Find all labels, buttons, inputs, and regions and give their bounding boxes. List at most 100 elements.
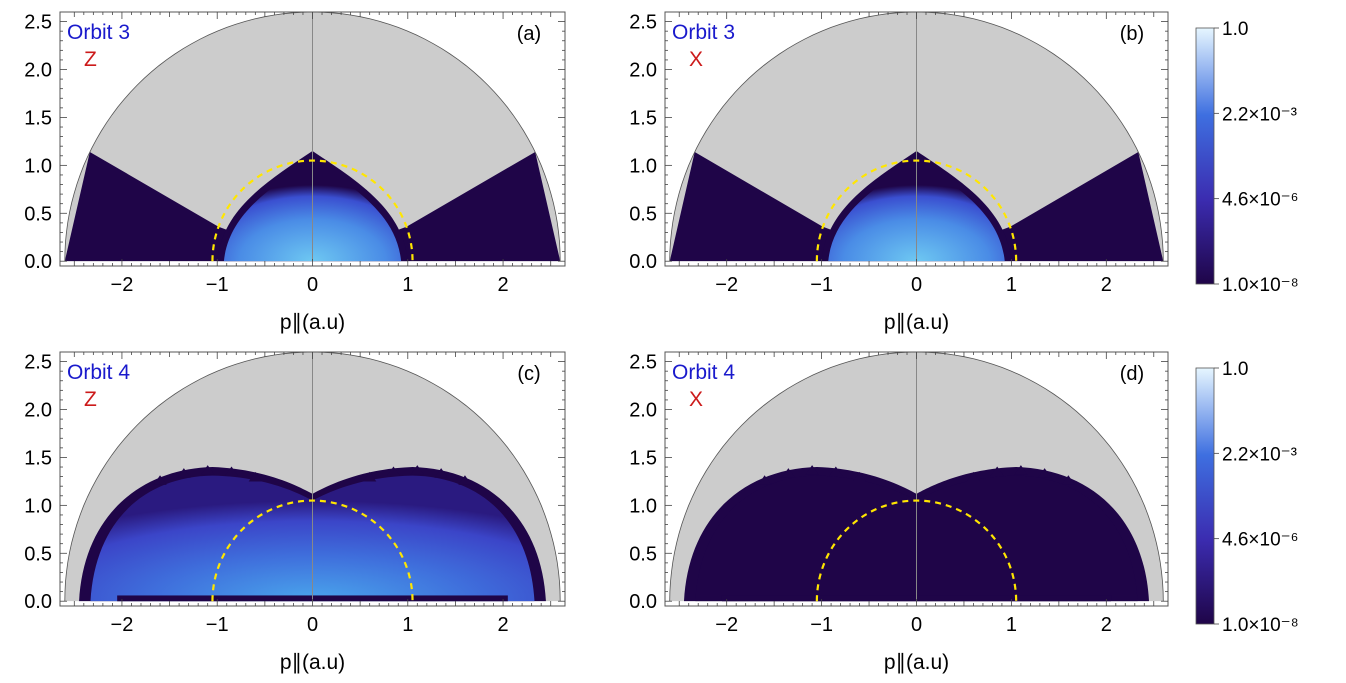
y-tick-label: 0.0 [629, 591, 657, 613]
y-tick-label: 2.5 [629, 352, 657, 374]
reference-circle [815, 499, 1018, 602]
x-tick-label: −1 [206, 274, 229, 296]
y-tick-label: 1.5 [629, 107, 657, 129]
y-tick-label: 1.0 [24, 495, 52, 517]
y-tick-label: 1.0 [24, 155, 52, 177]
x-axis-label: p∥(a.u) [280, 311, 345, 334]
jag-mark [1037, 468, 1052, 478]
y-tick-label: 1.0 [629, 495, 657, 517]
polarization-label: X [689, 388, 703, 411]
jag-mark [805, 465, 819, 475]
orbit-label: Orbit 4 [67, 361, 130, 384]
x-tick-label: −1 [206, 614, 229, 636]
colorbar-label: 1.0 [1222, 19, 1248, 40]
x-tick-label: −2 [715, 614, 738, 636]
x-axis-label: p∥(a.u) [884, 311, 949, 334]
colorbar-gradient [1195, 27, 1215, 285]
dark-wedge-left [669, 151, 917, 262]
x-axis-label: p∥(a.u) [884, 651, 949, 674]
x-tick-label: 2 [498, 614, 509, 636]
y-tick-label: 1.5 [24, 107, 52, 129]
colorbar-label: 4.6×10⁻⁶ [1222, 190, 1299, 211]
y-tick-label: 2.5 [24, 352, 52, 374]
x-tick-label: 0 [911, 274, 922, 296]
x-tick-label: 1 [1006, 614, 1017, 636]
x-tick-label: 0 [307, 274, 318, 296]
x-tick-label: 1 [402, 614, 413, 636]
orbit-label: Orbit 4 [672, 361, 735, 384]
jag-mark [781, 468, 796, 478]
x-tick-label: −2 [111, 274, 134, 296]
dark-wedge-right [312, 151, 561, 262]
y-tick-label: 2.5 [24, 12, 52, 34]
jag-mark [153, 475, 167, 485]
orbit-label: Orbit 3 [67, 21, 130, 44]
dark-wedge-left [64, 151, 313, 262]
jag-mark [248, 471, 262, 482]
colorbar-label: 4.6×10⁻⁶ [1222, 530, 1299, 551]
x-tick-label: 2 [1101, 614, 1112, 636]
jag-mark [829, 466, 843, 477]
panel-tag: (b) [1120, 23, 1144, 45]
x-axis-label: p∥(a.u) [280, 651, 345, 674]
polarization-label: Z [84, 48, 97, 71]
y-tick-label: 0.5 [24, 543, 52, 565]
colorbar-label: 2.2×10⁻³ [1222, 104, 1297, 125]
x-tick-label: −2 [111, 614, 134, 636]
colorbar-label: 1.0×10⁻⁸ [1222, 275, 1299, 296]
colorbar-label: 2.2×10⁻³ [1222, 444, 1297, 465]
reference-circle [211, 499, 414, 602]
panel-2: −2 −1 0 1 2 0.0 0.5 1.0 1.5 2.0 2.5 p∥(a.u) Orbit 3 X… [629, 11, 1169, 334]
jag-mark [1014, 465, 1028, 475]
jag-mark [1061, 475, 1075, 485]
x-tick-label: 1 [402, 274, 413, 296]
reference-circle [815, 159, 1018, 262]
x-tick-label: 0 [911, 614, 922, 636]
y-tick-label: 2.0 [629, 60, 657, 82]
y-tick-label: 2.0 [24, 60, 52, 82]
colorbar-1: 1.0 2.2×10⁻³ 4.6×10⁻⁶ 1.0×10⁻⁸ [1195, 19, 1299, 296]
y-tick-label: 0.0 [24, 591, 52, 613]
polarization-label: Z [84, 388, 97, 411]
jag-mark [758, 475, 772, 485]
y-tick-label: 0.0 [629, 251, 657, 273]
colorbar-label: 1.0×10⁻⁸ [1222, 615, 1299, 636]
y-tick-label: 0.5 [629, 203, 657, 225]
panel-4: −2 −1 0 1 2 0.0 0.5 1.0 1.5 2.0 2.5 p∥(a.u) Orbit 4 X… [629, 351, 1169, 674]
reference-circle [211, 159, 414, 262]
y-tick-label: 0.5 [629, 543, 657, 565]
jag-mark [990, 466, 1004, 477]
colorbar-label: 1.0 [1222, 359, 1248, 380]
y-tick-label: 2.5 [629, 12, 657, 34]
panel-1: −2 −1 0 1 2 0.0 0.5 1.0 1.5 2.0 2.5 p∥(a.u) Orbit 3 Z… [24, 11, 566, 334]
jag-mark [224, 466, 239, 477]
jag-mark [434, 468, 448, 478]
jag-mark [201, 465, 215, 475]
jag-mark [852, 471, 867, 482]
orbit-label: Orbit 3 [672, 21, 735, 44]
x-tick-label: 1 [1006, 274, 1017, 296]
jag-mark [363, 471, 377, 482]
y-tick-label: 2.0 [629, 400, 657, 422]
x-tick-label: 2 [1101, 274, 1112, 296]
x-tick-label: −1 [810, 274, 833, 296]
colorbar-2: 1.0 2.2×10⁻³ 4.6×10⁻⁶ 1.0×10⁻⁸ [1195, 359, 1299, 636]
jag-mark [410, 465, 424, 475]
x-tick-label: −2 [715, 274, 738, 296]
x-tick-label: 2 [498, 274, 509, 296]
y-tick-label: 1.5 [629, 447, 657, 469]
jag-mark [386, 466, 401, 477]
y-tick-label: 2.0 [24, 400, 52, 422]
y-tick-label: 0.0 [24, 251, 52, 273]
panel-tag: (a) [517, 23, 541, 45]
dark-wedge-right [916, 151, 1164, 262]
y-tick-label: 1.5 [24, 447, 52, 469]
colorbar-gradient [1195, 367, 1215, 625]
panel-tag: (d) [1120, 363, 1144, 385]
panel-tag: (c) [517, 363, 540, 385]
jag-mark [177, 468, 191, 478]
polarization-label: X [689, 48, 703, 71]
y-tick-label: 0.5 [24, 203, 52, 225]
x-tick-label: 0 [307, 614, 318, 636]
